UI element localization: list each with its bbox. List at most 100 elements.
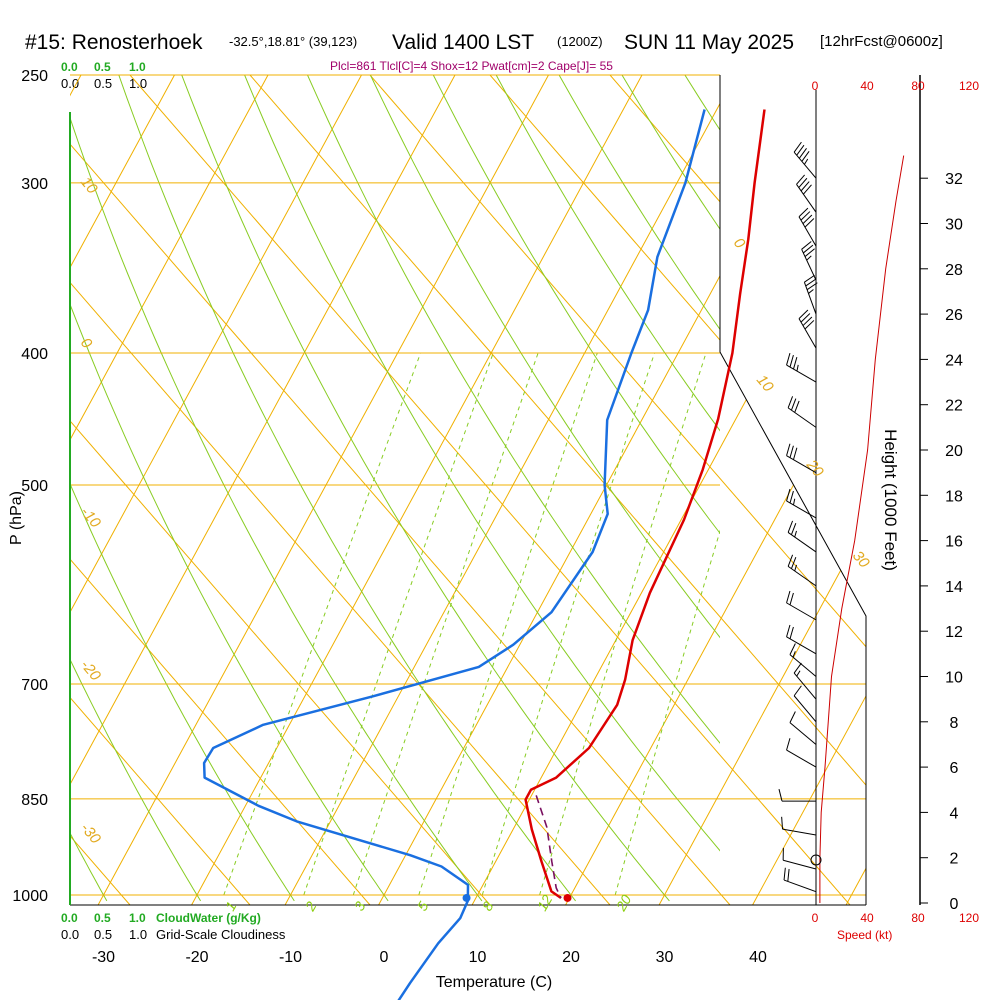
dry-adiabat [0, 75, 13, 901]
height-tick-label: 14 [945, 579, 963, 596]
wind-barb-staff [793, 151, 817, 179]
wind-barb-feather [789, 592, 794, 606]
dry-adiabat [70, 831, 108, 902]
isotherm-line [471, 75, 866, 905]
wind-barb-staff [798, 216, 817, 247]
wind-barb [786, 624, 817, 655]
wind-barb [778, 788, 816, 802]
pressure-tick-label: 250 [21, 68, 48, 85]
speed-axis-label: Speed (kt) [837, 928, 892, 942]
isotherm-line [70, 75, 175, 905]
wind-barb-feather [793, 662, 802, 674]
dry-adiabat [495, 75, 720, 432]
wind-barb-staff [786, 455, 817, 474]
wind-barb [786, 488, 817, 519]
wind-barb-staff [782, 828, 817, 836]
wind-barb-feather [806, 282, 818, 291]
wind-speed-profile-line [819, 155, 905, 903]
wind-barb-half-feather [796, 364, 799, 372]
wind-barb [803, 274, 818, 315]
wind-barb-staff [786, 364, 817, 383]
wind-barb-feather [798, 309, 809, 319]
isotherm-line [70, 75, 456, 905]
pressure-tick-label: 300 [21, 176, 48, 193]
pressure-tick-label: 400 [21, 346, 48, 363]
wind-barb-feather [804, 248, 815, 257]
temperature-tick-label: 10 [469, 949, 487, 966]
wind-barb-feather [798, 177, 808, 188]
cloudwater-bottom-tick: 1.0 [129, 911, 146, 925]
cloudiness-label: Grid-Scale Cloudiness [156, 927, 286, 942]
isotherm-line [97, 75, 549, 905]
dry-adiabat [432, 75, 720, 535]
wind-barb [789, 643, 817, 677]
cloudiness-bottom-tick: 0.0 [61, 927, 79, 942]
wind-profile [778, 141, 905, 903]
isotherm-line [378, 75, 830, 905]
wind-barb-staff [803, 281, 817, 315]
potential-temperature-line [369, 75, 866, 905]
wind-barb [783, 867, 817, 893]
height-tick-label: 30 [945, 217, 963, 234]
isotherm-label: -30 [77, 820, 104, 848]
wind-barb-staff [786, 500, 817, 519]
speed-axis-top: 0 40 80 120 [812, 79, 980, 93]
wind-barb-feather [786, 488, 791, 502]
cloudiness-bottom: 0.0 0.5 1.0 Grid-Scale Cloudiness [61, 927, 286, 942]
cloudiness-bottom-tick: 1.0 [129, 927, 147, 942]
cloudiness-top-tick: 0.5 [94, 76, 112, 91]
wind-barb [786, 353, 817, 383]
isotherm-label: 0 [77, 335, 96, 353]
cloudwater-top-tick: 0.5 [94, 60, 111, 74]
wind-barb-half-feather [806, 255, 812, 261]
wind-barb-feather [789, 711, 796, 723]
wind-barb-half-feather [808, 289, 814, 294]
wind-barb [786, 738, 817, 768]
cloudwater-label: CloudWater (g/Kg) [156, 911, 261, 925]
height-tick-label: 24 [945, 352, 963, 369]
speed-tick-top: 0 [812, 79, 819, 93]
cloudwater-top-tick: 0.0 [61, 60, 78, 74]
wind-barb-staff [801, 249, 817, 281]
wind-barb [782, 847, 817, 870]
dry-adiabat [70, 482, 295, 902]
y-axis-label: P (hPa) [8, 491, 25, 545]
mixing-ratio-line [303, 352, 494, 896]
wind-barb-feather [793, 447, 798, 460]
wind-barb-staff [798, 318, 817, 349]
wind-barb-staff [787, 407, 817, 428]
isotherm-line [845, 75, 866, 905]
wind-barb-feather [790, 522, 797, 535]
isotherm-line [565, 75, 866, 905]
wind-barb-feather [794, 400, 800, 413]
height-tick-label: 6 [950, 760, 959, 777]
wind-barb-feather [800, 211, 811, 221]
wind-barb-feather [793, 685, 802, 697]
wind-barb-feather [789, 355, 794, 368]
cloudiness-bottom-tick: 0.5 [94, 927, 112, 942]
dry-adiabat [307, 75, 720, 744]
valid-date: SUN 11 May 2025 [624, 31, 794, 54]
wind-barb-feather [789, 626, 794, 639]
wind-barb-feather [789, 445, 794, 458]
dewpoint-line [202, 109, 706, 1000]
wind-barb-feather [804, 274, 815, 283]
wind-barb-staff [786, 636, 817, 655]
wind-barb-feather [787, 869, 790, 882]
speed-tick-top: 80 [911, 79, 925, 93]
wind-barb-feather [786, 443, 791, 456]
isotherm-line [70, 75, 362, 905]
wind-barb-feather [798, 147, 807, 159]
speed-tick-top: 120 [959, 79, 979, 93]
wind-barb-half-feather [794, 530, 797, 538]
wind-barb-feather [803, 184, 812, 195]
temperature-tick-label: -20 [185, 949, 208, 966]
wind-barb [801, 241, 817, 281]
wind-barb [793, 685, 817, 723]
wind-barb-feather [793, 141, 802, 153]
wind-barb [787, 554, 817, 587]
wind-barb-staff [787, 565, 817, 587]
wind-barb-staff [783, 859, 817, 870]
wind-barb-feather [798, 207, 809, 218]
wind-barb-feather [790, 556, 797, 569]
